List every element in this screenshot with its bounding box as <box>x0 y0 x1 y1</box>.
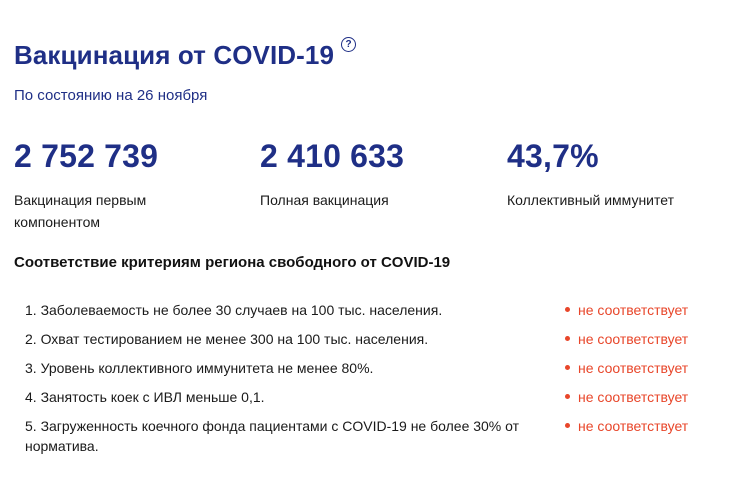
list-item: 1. Заболеваемость не более 30 случаев на… <box>25 300 695 320</box>
stat-herd-immunity: 43,7% Коллективный иммунитет <box>507 136 707 211</box>
criterion-text: 2. Охват тестированием не менее 300 на 1… <box>25 331 429 347</box>
status-badge: не соответствует <box>565 300 695 320</box>
criterion-text: 4. Занятость коек с ИВЛ меньше 0,1. <box>25 389 265 405</box>
criterion-text: 1. Заболеваемость не более 30 случаев на… <box>25 302 443 318</box>
status-dot-icon <box>565 336 570 341</box>
list-item: 5. Загруженность коечного фонда пациента… <box>25 416 695 456</box>
status-dot-icon <box>565 423 570 428</box>
stat-first-component: 2 752 739 Вакцинация первым компонентом <box>14 136 184 233</box>
status-text: не соответствует <box>578 302 689 318</box>
stat-value: 2 410 633 <box>260 138 405 174</box>
criteria-list: 1. Заболеваемость не более 30 случаев на… <box>25 300 695 465</box>
title-row: Вакцинация от COVID-19 ? <box>14 37 357 72</box>
help-icon[interactable]: ? <box>341 37 357 52</box>
list-item: 2. Охват тестированием не менее 300 на 1… <box>25 329 695 349</box>
status-text: не соответствует <box>578 360 689 376</box>
status-dot-icon <box>565 394 570 399</box>
stat-full-vaccination: 2 410 633 Полная вакцинация <box>260 136 460 211</box>
stat-value: 43,7% <box>507 138 599 174</box>
stat-label: Вакцинация первым компонентом <box>14 192 147 230</box>
stat-label: Коллективный иммунитет <box>507 192 674 208</box>
list-item: 4. Занятость коек с ИВЛ меньше 0,1. не с… <box>25 387 695 407</box>
status-badge: не соответствует <box>565 387 695 407</box>
status-text: не соответствует <box>578 331 689 347</box>
status-dot-icon <box>565 307 570 312</box>
date-subtitle: По состоянию на 26 ноября <box>14 87 208 104</box>
status-text: не соответствует <box>578 389 689 405</box>
vaccination-widget: Вакцинация от COVID-19 ? По состоянию на… <box>14 0 729 480</box>
criterion-text: 3. Уровень коллективного иммунитета не м… <box>25 360 374 376</box>
page-title: Вакцинация от COVID-19 <box>14 40 335 70</box>
status-text: не соответствует <box>578 418 689 434</box>
criteria-title: Соответствие критериям региона свободног… <box>14 254 451 271</box>
criterion-text: 5. Загруженность коечного фонда пациента… <box>25 418 520 454</box>
list-item: 3. Уровень коллективного иммунитета не м… <box>25 358 695 378</box>
status-badge: не соответствует <box>565 416 695 456</box>
status-dot-icon <box>565 365 570 370</box>
status-badge: не соответствует <box>565 329 695 349</box>
status-badge: не соответствует <box>565 358 695 378</box>
stat-label: Полная вакцинация <box>260 192 389 208</box>
stat-value: 2 752 739 <box>14 138 159 174</box>
